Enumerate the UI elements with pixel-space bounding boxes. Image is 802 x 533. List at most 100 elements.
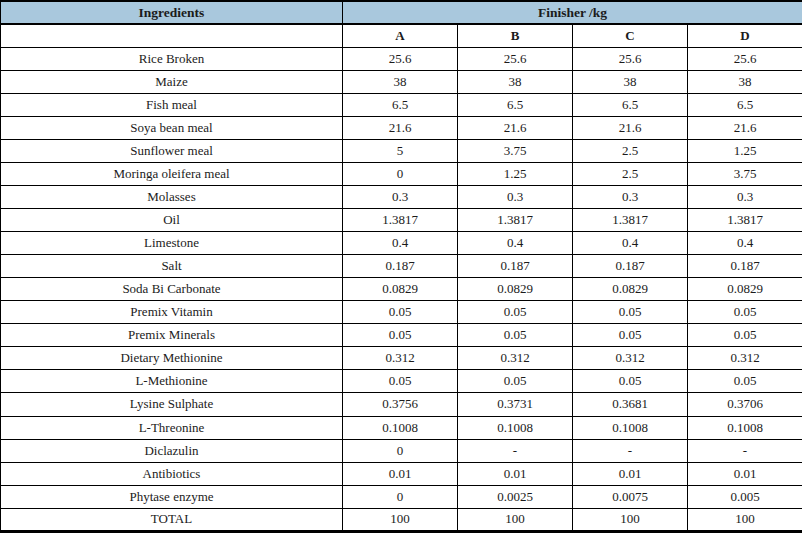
value-cell: 1.25 <box>688 139 802 162</box>
value-cell: 0.187 <box>458 255 573 278</box>
table-row: Fish meal6.56.56.56.5 <box>1 93 802 116</box>
ingredient-cell: Oil <box>1 208 343 231</box>
value-cell: 38 <box>458 70 573 93</box>
diet-column-header-b: B <box>458 24 573 47</box>
value-cell: 0 <box>343 485 458 508</box>
value-cell: 0.312 <box>573 347 688 370</box>
value-cell: 0.312 <box>688 347 802 370</box>
ingredient-cell: Diclazulin <box>1 439 343 462</box>
table-row: Dietary Methionine0.3120.3120.3120.312 <box>1 347 802 370</box>
ingredient-cell: Premix Minerals <box>1 324 343 347</box>
table-row: Premix Minerals0.050.050.050.05 <box>1 324 802 347</box>
value-cell: 0.05 <box>343 324 458 347</box>
value-cell: - <box>573 439 688 462</box>
table-row: Moringa oleifera meal01.252.53.75 <box>1 162 802 185</box>
value-cell: 6.5 <box>688 93 802 116</box>
value-cell: 0.1008 <box>688 416 802 439</box>
value-cell: 0.312 <box>458 347 573 370</box>
table-row: Lysine Sulphate0.37560.37310.36810.3706 <box>1 393 802 416</box>
value-cell: 0.3731 <box>458 393 573 416</box>
value-cell: 25.6 <box>458 47 573 70</box>
value-cell: 6.5 <box>573 93 688 116</box>
value-cell: 6.5 <box>343 93 458 116</box>
value-cell: 0.0829 <box>343 278 458 301</box>
value-cell: 0.05 <box>458 324 573 347</box>
value-cell: 0.3 <box>688 185 802 208</box>
value-cell: 0.1008 <box>343 416 458 439</box>
value-cell: 0.0829 <box>458 278 573 301</box>
value-cell: 0.187 <box>573 255 688 278</box>
value-cell: 0.3 <box>343 185 458 208</box>
value-cell: 0.01 <box>343 462 458 485</box>
value-cell: 1.25 <box>458 162 573 185</box>
ingredient-cell: Phytase enzyme <box>1 485 343 508</box>
value-cell: 0.4 <box>458 232 573 255</box>
value-cell: 1.3817 <box>458 208 573 231</box>
empty-header-cell <box>1 24 343 47</box>
value-cell: 0.05 <box>343 370 458 393</box>
diet-column-header-a: A <box>343 24 458 47</box>
table-row: Phytase enzyme00.00250.00750.005 <box>1 485 802 508</box>
value-cell: 0.05 <box>573 370 688 393</box>
ingredients-table: Ingredients Finisher /kg A B C D Rice Br… <box>0 0 802 533</box>
value-cell: 0.1008 <box>458 416 573 439</box>
table-row: Sunflower meal53.752.51.25 <box>1 139 802 162</box>
value-cell: 2.5 <box>573 139 688 162</box>
value-cell: 21.6 <box>573 116 688 139</box>
diet-column-header-c: C <box>573 24 688 47</box>
value-cell: 1.3817 <box>343 208 458 231</box>
value-cell: 0.05 <box>573 301 688 324</box>
ingredient-cell: Soya bean meal <box>1 116 343 139</box>
value-cell: 0 <box>343 439 458 462</box>
value-cell: 0.4 <box>688 232 802 255</box>
value-cell: 100 <box>573 508 688 531</box>
value-cell: 21.6 <box>458 116 573 139</box>
ingredient-cell: Moringa oleifera meal <box>1 162 343 185</box>
value-cell: 1.3817 <box>573 208 688 231</box>
table-row: Diclazulin0--- <box>1 439 802 462</box>
value-cell: 100 <box>688 508 802 531</box>
value-cell: 0.01 <box>573 462 688 485</box>
group-header-row: Ingredients Finisher /kg <box>1 1 802 24</box>
value-cell: 0.3 <box>573 185 688 208</box>
value-cell: 0.0829 <box>688 278 802 301</box>
ingredient-cell: Molasses <box>1 185 343 208</box>
ingredient-cell: Soda Bi Carbonate <box>1 278 343 301</box>
finisher-group-header: Finisher /kg <box>343 1 802 24</box>
table-body: Rice Broken25.625.625.625.6Maize38383838… <box>1 47 802 532</box>
value-cell: 0.0829 <box>573 278 688 301</box>
value-cell: 0.05 <box>688 301 802 324</box>
table-row: L-Threonine0.10080.10080.10080.1008 <box>1 416 802 439</box>
table-row: Molasses0.30.30.30.3 <box>1 185 802 208</box>
value-cell: 5 <box>343 139 458 162</box>
ingredient-cell: Lysine Sulphate <box>1 393 343 416</box>
value-cell: 25.6 <box>343 47 458 70</box>
ingredient-cell: TOTAL <box>1 508 343 531</box>
table-row: Antibiotics0.010.010.010.01 <box>1 462 802 485</box>
value-cell: 0.05 <box>458 301 573 324</box>
diet-column-header-d: D <box>688 24 802 47</box>
value-cell: - <box>458 439 573 462</box>
ingredient-cell: L-Methionine <box>1 370 343 393</box>
value-cell: 0.1008 <box>573 416 688 439</box>
value-cell: 6.5 <box>458 93 573 116</box>
ingredient-cell: Premix Vitamin <box>1 301 343 324</box>
value-cell: 25.6 <box>573 47 688 70</box>
diet-columns-row: A B C D <box>1 24 802 47</box>
table-row: Premix Vitamin0.050.050.050.05 <box>1 301 802 324</box>
table-row: L-Methionine0.050.050.050.05 <box>1 370 802 393</box>
value-cell: 0.01 <box>458 462 573 485</box>
value-cell: 3.75 <box>458 139 573 162</box>
ingredient-cell: Rice Broken <box>1 47 343 70</box>
value-cell: 0.05 <box>573 324 688 347</box>
value-cell: 0.4 <box>343 232 458 255</box>
ingredients-column-header: Ingredients <box>1 1 343 24</box>
value-cell: 1.3817 <box>688 208 802 231</box>
value-cell: 0.3756 <box>343 393 458 416</box>
ingredient-cell: Fish meal <box>1 93 343 116</box>
ingredient-cell: Salt <box>1 255 343 278</box>
value-cell: 0.3681 <box>573 393 688 416</box>
table-row: Oil1.38171.38171.38171.3817 <box>1 208 802 231</box>
value-cell: 38 <box>688 70 802 93</box>
ingredient-cell: L-Threonine <box>1 416 343 439</box>
